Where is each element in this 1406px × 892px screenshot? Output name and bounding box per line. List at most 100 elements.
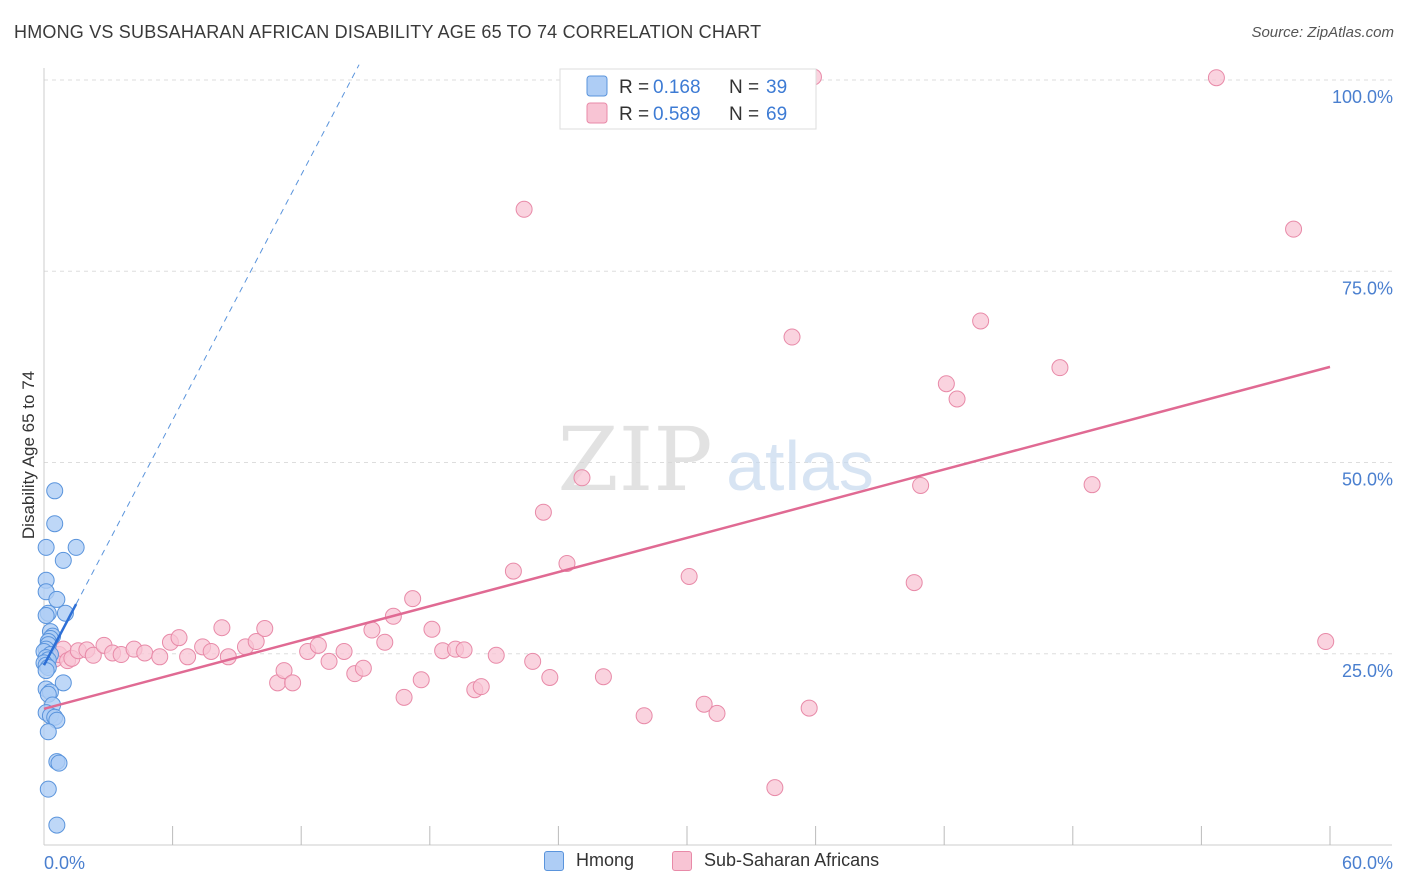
- trend-line-sub-saharan-africans: [43, 365, 1331, 711]
- data-point-sub-saharan-africans: [1051, 359, 1069, 377]
- y-axis-label: Disability Age 65 to 74: [19, 371, 38, 539]
- legend-hmong-swatch: [586, 75, 608, 97]
- data-point-sub-saharan-africans: [404, 590, 422, 608]
- legend-ssa-label: Sub-Saharan Africans: [704, 850, 880, 870]
- legend-ssa-n-label: N =: [729, 104, 759, 125]
- x-tick-label: 60.0%: [1342, 853, 1393, 873]
- legend-item-sub-saharan-africans: Sub-Saharan Africans: [672, 850, 879, 871]
- data-point-sub-saharan-africans: [487, 646, 505, 664]
- data-point-sub-saharan-africans: [136, 644, 154, 662]
- data-point-sub-saharan-africans: [412, 671, 430, 689]
- data-point-hmong: [48, 816, 66, 834]
- data-point-sub-saharan-africans: [1207, 69, 1225, 87]
- trend-line-hmong-extension: [75, 64, 360, 605]
- data-point-sub-saharan-africans: [783, 328, 801, 346]
- legend-hmong-r-label: R =: [619, 77, 649, 98]
- data-point-sub-saharan-africans: [1285, 220, 1303, 238]
- x-tick-label: 0.0%: [44, 853, 85, 873]
- data-point-sub-saharan-africans: [284, 674, 302, 692]
- legend-hmong-r-value: 0.168: [653, 77, 701, 98]
- data-point-hmong: [46, 482, 64, 500]
- data-point-sub-saharan-africans: [937, 375, 955, 393]
- legend-ssa-swatch: [586, 102, 608, 124]
- legend-ssa-r-value: 0.589: [653, 104, 701, 125]
- watermark-atlas: atlas: [726, 427, 874, 505]
- data-point-hmong: [54, 674, 72, 692]
- data-point-sub-saharan-africans: [912, 476, 930, 494]
- y-tick-label: 50.0%: [1342, 470, 1393, 490]
- series-hmong: [35, 482, 85, 834]
- data-point-hmong: [39, 723, 57, 741]
- source-label: Source: ZipAtlas.com: [1251, 24, 1394, 41]
- data-point-sub-saharan-africans: [309, 636, 327, 654]
- data-point-sub-saharan-africans: [905, 574, 923, 592]
- data-point-sub-saharan-africans: [202, 642, 220, 660]
- data-point-sub-saharan-africans: [594, 668, 612, 686]
- chart-title: HMONG VS SUBSAHARAN AFRICAN DISABILITY A…: [14, 22, 762, 42]
- y-tick-label: 75.0%: [1342, 278, 1393, 298]
- legend-stats: R = 0.168 N = 39 R = 0.589 N = 69: [559, 68, 817, 130]
- data-point-sub-saharan-africans: [395, 688, 413, 706]
- data-point-hmong: [48, 711, 66, 729]
- data-point-sub-saharan-africans: [504, 562, 522, 580]
- data-point-hmong: [37, 538, 55, 556]
- trend-line-hmong: [42, 603, 78, 666]
- data-point-sub-saharan-africans: [335, 642, 353, 660]
- data-point-sub-saharan-africans: [524, 652, 542, 670]
- legend-ssa-r-label: R =: [619, 104, 649, 125]
- data-point-sub-saharan-africans: [320, 652, 338, 670]
- data-point-sub-saharan-africans: [151, 648, 169, 666]
- legend-hmong-n-value: 39: [766, 77, 787, 98]
- data-point-sub-saharan-africans: [766, 779, 784, 797]
- legend-ssa-n-value: 69: [766, 104, 787, 125]
- data-point-sub-saharan-africans: [354, 659, 372, 677]
- data-point-sub-saharan-africans: [84, 646, 102, 664]
- data-point-sub-saharan-africans: [515, 200, 533, 218]
- data-point-hmong: [37, 607, 55, 624]
- data-point-sub-saharan-africans: [1083, 476, 1101, 494]
- data-point-sub-saharan-africans: [275, 662, 293, 680]
- trend-lines: [42, 64, 1331, 711]
- grid-lines: [44, 79, 1392, 655]
- legend-ssa-color: [672, 850, 692, 871]
- legend-series: Hmong Sub-Saharan Africans: [0, 850, 1406, 880]
- axes: [43, 68, 1392, 846]
- tick-labels: 25.0% 50.0% 75.0% 100.0% 0.0% 60.0%: [44, 87, 1393, 873]
- data-point-sub-saharan-africans: [948, 390, 966, 408]
- data-point-hmong: [54, 551, 72, 569]
- data-point-sub-saharan-africans: [1317, 633, 1335, 651]
- y-tick-label: 100.0%: [1332, 87, 1393, 107]
- data-point-sub-saharan-africans: [534, 503, 552, 521]
- data-point-sub-saharan-africans: [247, 633, 265, 651]
- data-point-sub-saharan-africans: [472, 678, 490, 696]
- y-tick-label: 25.0%: [1342, 661, 1393, 681]
- data-point-hmong: [67, 538, 85, 556]
- data-point-hmong: [39, 780, 57, 798]
- data-point-hmong: [46, 515, 64, 533]
- legend-item-hmong: Hmong: [544, 850, 634, 871]
- data-point-sub-saharan-africans: [213, 619, 231, 637]
- watermark: ZIP atlas: [557, 408, 874, 511]
- data-point-sub-saharan-africans: [455, 641, 473, 659]
- watermark-zip: ZIP: [557, 408, 712, 511]
- data-point-sub-saharan-africans: [573, 469, 591, 487]
- data-point-hmong: [48, 590, 66, 608]
- data-point-sub-saharan-africans: [256, 620, 274, 638]
- data-point-hmong: [37, 662, 55, 680]
- data-point-sub-saharan-africans: [708, 704, 726, 722]
- data-point-sub-saharan-africans: [179, 648, 197, 666]
- legend-hmong-color: [544, 850, 564, 871]
- data-point-hmong: [50, 754, 68, 772]
- data-point-sub-saharan-africans: [170, 629, 188, 647]
- data-point-sub-saharan-africans: [423, 620, 441, 638]
- legend-hmong-n-label: N =: [729, 77, 759, 98]
- data-point-sub-saharan-africans: [541, 668, 559, 686]
- data-point-sub-saharan-africans: [972, 312, 990, 330]
- data-point-sub-saharan-africans: [695, 695, 713, 713]
- data-point-sub-saharan-africans: [680, 567, 698, 585]
- data-point-sub-saharan-africans: [376, 633, 394, 651]
- data-point-sub-saharan-africans: [635, 707, 653, 725]
- legend-hmong-label: Hmong: [576, 850, 635, 870]
- data-point-sub-saharan-africans: [363, 621, 381, 639]
